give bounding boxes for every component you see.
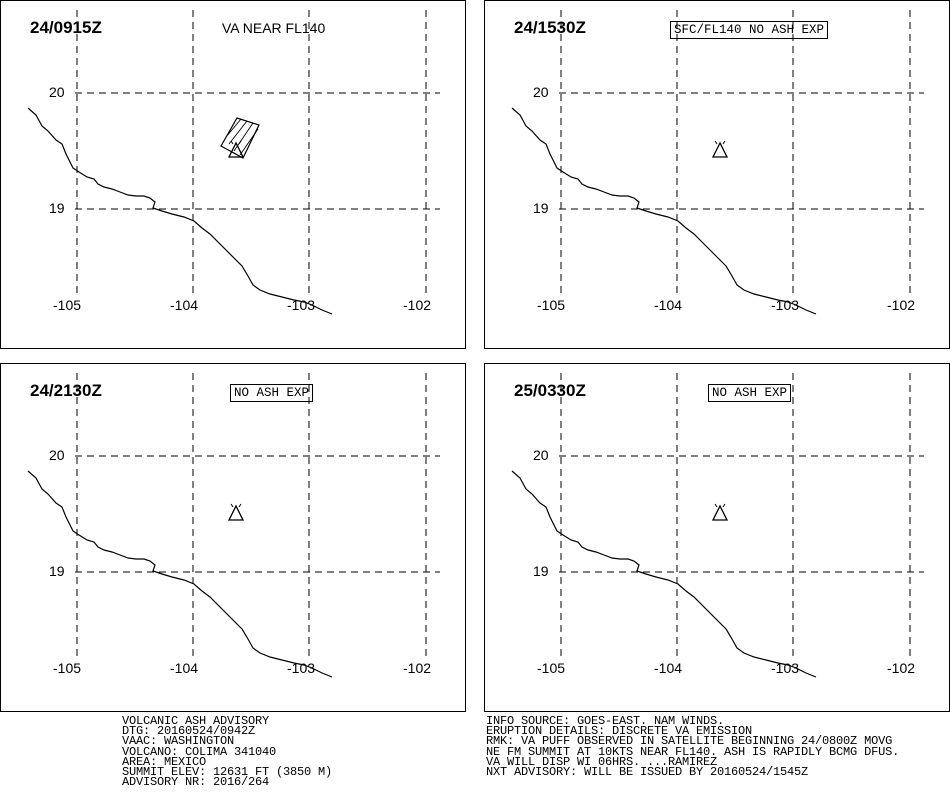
volcano-triangle-icon bbox=[227, 140, 245, 158]
advisory-header-block: VOLCANIC ASH ADVISORY DTG: 20160524/0942… bbox=[122, 714, 333, 790]
lon-label-102: -102 bbox=[403, 297, 432, 313]
volcano-triangle-icon bbox=[711, 140, 729, 158]
lon-label-104: -104 bbox=[170, 660, 199, 676]
advisory-info-source: INFO SOURCE: GOES-EAST. NAM WINDS. bbox=[486, 714, 725, 728]
time-label: 25/0330Z bbox=[514, 381, 586, 400]
lat-label-20: 20 bbox=[49, 447, 65, 463]
lat-label-20: 20 bbox=[49, 84, 65, 100]
volcano-triangle-icon bbox=[711, 503, 729, 521]
lon-label-105: -105 bbox=[53, 660, 82, 676]
advisory-title: VOLCANIC ASH ADVISORY bbox=[122, 714, 270, 728]
lon-label-103: -103 bbox=[771, 660, 800, 676]
lat-label-20: 20 bbox=[533, 447, 549, 463]
lat-lon-grid bbox=[75, 373, 440, 658]
volcano-triangle-icon bbox=[227, 503, 245, 521]
advisory-next-advisory: NXT ADVISORY: WILL BE ISSUED BY 20160524… bbox=[486, 764, 809, 779]
lat-label-19: 19 bbox=[49, 563, 65, 579]
lat-label-19: 19 bbox=[533, 563, 549, 579]
annotation-label: VA NEAR FL140 bbox=[222, 20, 326, 36]
lon-label-105: -105 bbox=[537, 660, 566, 676]
advisory-volcano: VOLCANO: COLIMA 341040 bbox=[122, 744, 277, 759]
advisory-vaac: VAAC: WASHINGTON bbox=[122, 734, 235, 749]
lat-lon-grid bbox=[559, 373, 924, 658]
annotation-box: SFC/FL140 NO ASH EXP bbox=[670, 21, 829, 39]
advisory-summit-elev: SUMMIT ELEV: 12631 FT (3850 M) bbox=[122, 764, 333, 779]
lon-label-103: -103 bbox=[287, 660, 316, 676]
map-panel-4: 25/0330Z NO ASH EXP 20 19 -105 -104 -103… bbox=[484, 363, 950, 712]
map-panel-2: 24/1530Z SFC/FL140 NO ASH EXP 20 19 -105… bbox=[484, 0, 950, 349]
advisory-dtg: DTG: 20160524/0942Z bbox=[122, 724, 256, 739]
lon-label-102: -102 bbox=[887, 297, 916, 313]
lat-label-20: 20 bbox=[533, 84, 549, 100]
lon-label-104: -104 bbox=[170, 297, 199, 313]
map-panel-3: 24/2130Z NO ASH EXP 20 19 -105 -104 -103… bbox=[0, 363, 466, 712]
advisory-eruption-details: ERUPTION DETAILS: DISCRETE VA EMISSION bbox=[486, 724, 753, 739]
advisory-remarks-line-3: VA WILL DISP WI 06HRS. ...RAMIREZ bbox=[486, 754, 718, 769]
time-label: 24/0915Z bbox=[30, 18, 102, 37]
lat-lon-grid bbox=[559, 10, 924, 295]
advisory-remarks-line-2: NE FM SUMMIT AT 10KTS NEAR FL140. ASH IS… bbox=[486, 744, 900, 759]
time-label: 24/2130Z bbox=[30, 381, 102, 400]
advisory-details-block: INFO SOURCE: GOES-EAST. NAM WINDS. ERUPT… bbox=[486, 714, 900, 779]
panel-frame bbox=[0, 0, 466, 349]
ash-area-hatch bbox=[225, 118, 259, 156]
lon-label-104: -104 bbox=[654, 660, 683, 676]
ash-area-polygon bbox=[220, 117, 260, 159]
coastline bbox=[511, 107, 817, 315]
lon-label-105: -105 bbox=[537, 297, 566, 313]
lat-lon-grid bbox=[75, 10, 440, 295]
lon-label-104: -104 bbox=[654, 297, 683, 313]
panel-frame bbox=[0, 363, 466, 712]
lon-label-102: -102 bbox=[887, 660, 916, 676]
coastline bbox=[511, 470, 817, 678]
lon-label-105: -105 bbox=[53, 297, 82, 313]
advisory-area: AREA: MEXICO bbox=[122, 754, 207, 769]
advisory-number: ADVISORY NR: 2016/264 bbox=[122, 775, 270, 790]
lon-label-103: -103 bbox=[771, 297, 800, 313]
lon-label-102: -102 bbox=[403, 660, 432, 676]
annotation-box: NO ASH EXP bbox=[708, 384, 792, 402]
map-canvas-1 bbox=[0, 0, 466, 349]
advisory-remarks-line-1: RMK: VA PUFF OBSERVED IN SATELLITE BEGIN… bbox=[486, 734, 893, 749]
map-canvas-3 bbox=[0, 363, 466, 712]
lat-label-19: 19 bbox=[49, 200, 65, 216]
annotation-box: NO ASH EXP bbox=[230, 384, 314, 402]
time-label: 24/1530Z bbox=[514, 18, 586, 37]
coastline bbox=[27, 107, 333, 315]
lat-label-19: 19 bbox=[533, 200, 549, 216]
map-panel-1: 24/0915Z VA NEAR FL140 20 19 -105 -104 -… bbox=[0, 0, 466, 349]
coastline bbox=[27, 470, 333, 678]
lon-label-103: -103 bbox=[287, 297, 316, 313]
